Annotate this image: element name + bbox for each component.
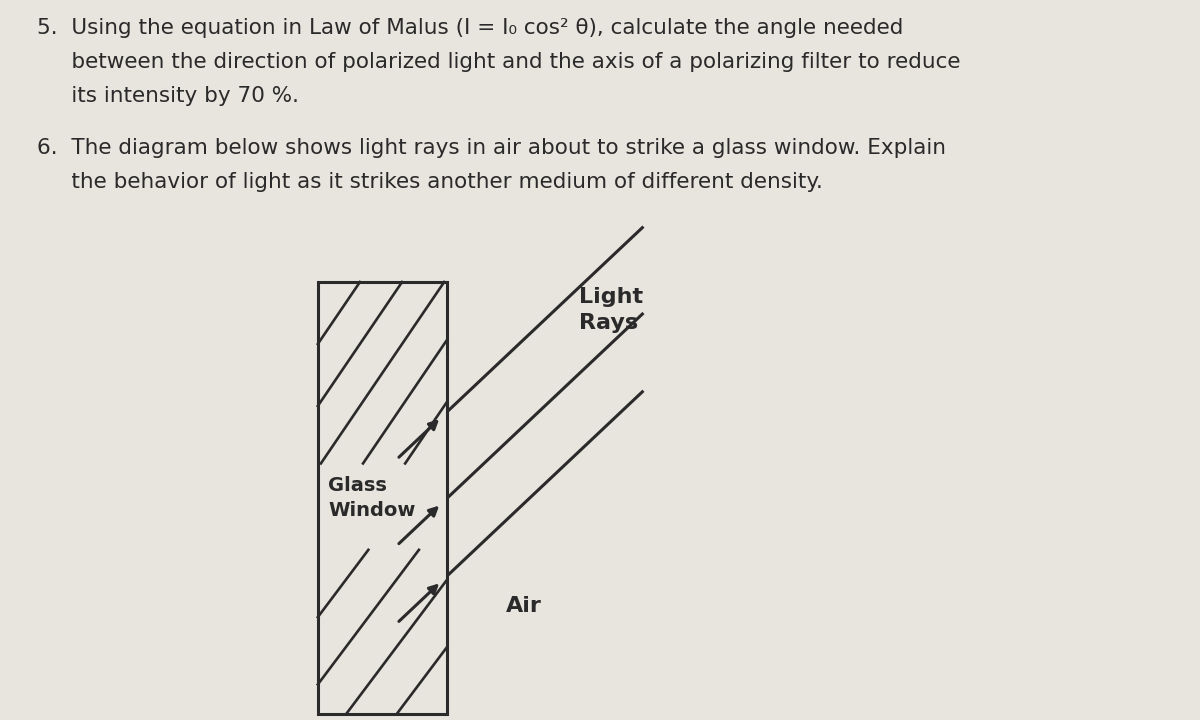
Text: the behavior of light as it strikes another medium of different density.: the behavior of light as it strikes anot… [37,172,823,192]
Text: 6.  The diagram below shows light rays in air about to strike a glass window. Ex: 6. The diagram below shows light rays in… [37,138,947,158]
Text: its intensity by 70 %.: its intensity by 70 %. [37,86,299,106]
Text: between the direction of polarized light and the axis of a polarizing filter to : between the direction of polarized light… [37,52,961,72]
Text: 5.  Using the equation in Law of Malus (I = I₀ cos² θ), calculate the angle need: 5. Using the equation in Law of Malus (I… [37,18,904,38]
Text: Light
Rays: Light Rays [578,287,643,333]
Bar [318,282,448,714]
Text: Glass
Window: Glass Window [328,476,415,520]
Text: Air: Air [506,595,542,616]
